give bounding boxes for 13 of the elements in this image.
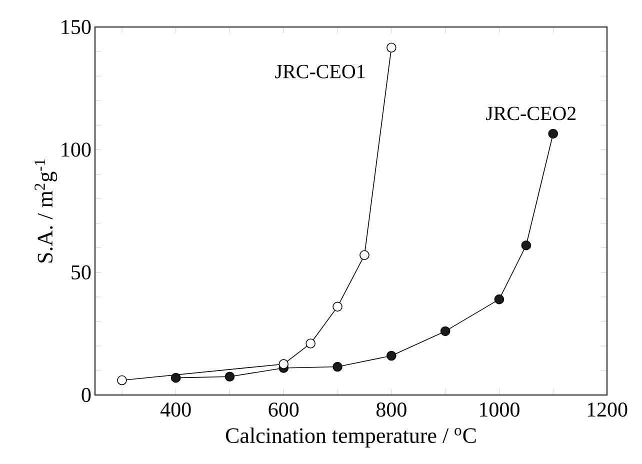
series-label: JRC-CEO2: [486, 106, 576, 120]
y-tick-label: 150: [62, 20, 91, 34]
y-tick-label: 100: [62, 142, 91, 157]
x-tick-label: 800: [376, 402, 406, 417]
y-tick-label: 50: [72, 265, 91, 280]
series-label: JRC-CEO1: [275, 64, 365, 78]
x-axis-title: Calcination temperature / $^{o}$C: [226, 428, 476, 448]
y-axis-title: S.A. / m$^{2}$g$^{-1}$: [34, 159, 58, 262]
x-tick-label: 600: [268, 402, 299, 417]
x-tick-label: 400: [160, 402, 191, 417]
y-tick-label: 0: [82, 388, 91, 402]
x-tick-label: 1000: [480, 402, 520, 417]
x-tick-label: 1200: [588, 402, 628, 417]
